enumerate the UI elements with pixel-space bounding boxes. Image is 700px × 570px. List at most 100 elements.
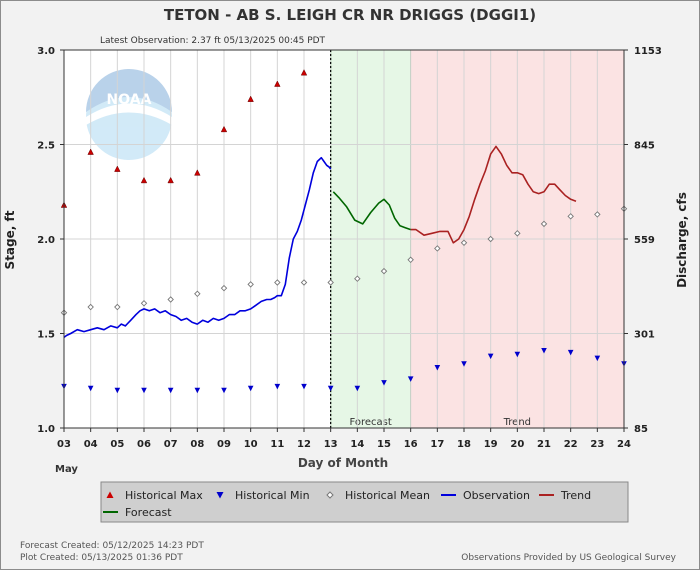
- legend-swatch-historical-mean: [326, 491, 334, 499]
- historical-max-point: [274, 80, 281, 87]
- historical-min-point: [274, 383, 281, 390]
- series-trend: [410, 145, 577, 244]
- series-observation: [63, 156, 332, 338]
- y-left-tick-label: 3.0: [37, 46, 55, 57]
- historical-min-point: [567, 349, 574, 356]
- historical-min-point: [141, 387, 147, 394]
- y-axis-left-label: Stage, ft: [3, 210, 17, 269]
- y-right-tick-label: 845: [634, 141, 655, 152]
- historical-min-point: [487, 353, 494, 360]
- historical-mean-point: [167, 296, 174, 303]
- x-tick-label: 14: [350, 439, 364, 450]
- historical-min-point: [221, 387, 227, 394]
- legend-box: [100, 481, 629, 523]
- historical-mean-point: [567, 213, 574, 220]
- x-tick-label: 11: [270, 439, 284, 450]
- x-tick-label: 22: [564, 439, 578, 450]
- x-tick-label: 16: [404, 439, 418, 450]
- historical-mean-point: [300, 279, 308, 286]
- x-tick-label: 19: [484, 439, 498, 450]
- historical-mean-point: [194, 290, 201, 298]
- x-tick-label: 15: [377, 439, 391, 450]
- historical-mean-point: [407, 256, 414, 264]
- historical-min-point: [194, 387, 201, 394]
- historical-max-point: [87, 148, 94, 155]
- historical-mean-point: [460, 239, 468, 247]
- historical-min-point: [594, 355, 601, 362]
- x-tick-label: 07: [164, 439, 178, 450]
- legend-swatch-historical-min: [216, 492, 224, 499]
- x-tick-label: 04: [84, 439, 98, 450]
- forecast-created: Forecast Created: 05/12/2025 14:23 PDT: [20, 541, 204, 551]
- historical-min-point: [247, 385, 254, 392]
- historical-min-point: [461, 361, 467, 367]
- y-right-tick-label: 301: [634, 330, 655, 341]
- latest-observation: Latest Observation: 2.37 ft 05/13/2025 0…: [100, 36, 326, 46]
- noaa-logo-wave: [86, 103, 172, 125]
- historical-mean-point: [380, 267, 388, 275]
- historical-min-point: [407, 376, 414, 382]
- x-tick-label: 21: [537, 439, 551, 450]
- x-tick-label: 10: [244, 439, 258, 450]
- x-axis-month-label: May: [55, 464, 78, 475]
- y-right-tick-label: 85: [634, 424, 648, 435]
- x-tick-label: 24: [617, 439, 631, 450]
- historical-min-point: [541, 348, 547, 354]
- legend-swatch-historical-max: [106, 491, 114, 498]
- y-left-tick-label: 2.5: [37, 141, 55, 152]
- y-right-tick-label: 1153: [634, 46, 662, 57]
- series-forecast: [332, 191, 411, 231]
- historical-mean-point: [274, 279, 281, 286]
- x-tick-label: 09: [217, 439, 231, 450]
- y-right-tick-label: 559: [634, 235, 655, 246]
- historical-mean-point: [114, 303, 121, 311]
- historical-mean-point: [327, 279, 334, 286]
- x-tick-label: 13: [324, 439, 338, 450]
- x-tick-label: 20: [510, 439, 524, 450]
- historical-min-point: [381, 380, 387, 386]
- historical-min-point: [514, 351, 521, 358]
- plot-created: Plot Created: 05/13/2025 01:36 PDT: [20, 553, 183, 563]
- historical-min-point: [327, 385, 334, 392]
- x-tick-label: 06: [137, 439, 151, 450]
- x-tick-label: 05: [110, 439, 124, 450]
- historical-mean-point: [354, 275, 361, 282]
- x-tick-label: 03: [57, 439, 71, 450]
- x-tick-label: 12: [297, 439, 311, 450]
- region-label-forecast: Forecast: [350, 417, 392, 428]
- legend-label-historical-max: Historical Max: [125, 489, 203, 502]
- y-left-tick-label: 2.0: [37, 235, 55, 246]
- noaa-logo-circle: [86, 74, 172, 160]
- data-credit: Observations Provided by US Geological S…: [461, 553, 676, 563]
- legend-label-historical-min: Historical Min: [235, 489, 310, 502]
- x-tick-label: 08: [190, 439, 204, 450]
- historical-min-point: [87, 385, 94, 392]
- historical-min-point: [167, 387, 174, 394]
- noaa-logo: NOAA: [86, 69, 172, 160]
- noaa-logo-text: NOAA: [107, 92, 152, 108]
- x-tick-label: 18: [457, 439, 471, 450]
- historical-mean-point: [87, 303, 94, 311]
- historical-min-point: [434, 365, 441, 371]
- x-axis-label: Day of Month: [298, 456, 388, 470]
- x-tick-label: 23: [590, 439, 604, 450]
- historical-mean-point: [514, 230, 521, 237]
- legend-label-observation: Observation: [463, 489, 530, 502]
- historical-max-point: [167, 176, 174, 184]
- historical-min-point: [114, 387, 121, 394]
- historical-mean-point: [540, 220, 548, 228]
- legend: Historical Max Historical Min Historical M…: [100, 481, 629, 523]
- historical-mean-point: [487, 235, 494, 243]
- historical-mean-point: [220, 284, 228, 292]
- historical-mean-point: [140, 300, 148, 307]
- historical-min-point: [301, 383, 307, 390]
- historical-max-point: [300, 69, 308, 76]
- historical-max-point: [114, 165, 121, 172]
- historical-max-point: [220, 125, 228, 133]
- historical-mean-point: [594, 211, 601, 218]
- historical-mean-point: [247, 281, 254, 288]
- y-axis-right-label: Discharge, cfs: [675, 192, 689, 288]
